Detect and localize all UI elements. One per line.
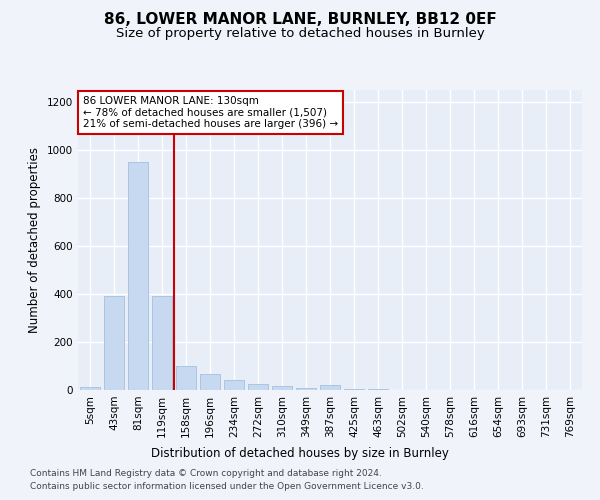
Bar [224,380,244,390]
Bar [176,366,196,390]
Text: Distribution of detached houses by size in Burnley: Distribution of detached houses by size … [151,448,449,460]
Text: 86, LOWER MANOR LANE, BURNLEY, BB12 0EF: 86, LOWER MANOR LANE, BURNLEY, BB12 0EF [104,12,496,28]
Bar [104,296,124,390]
Text: 86 LOWER MANOR LANE: 130sqm
← 78% of detached houses are smaller (1,507)
21% of : 86 LOWER MANOR LANE: 130sqm ← 78% of det… [83,96,338,129]
Bar [272,386,292,390]
Text: Contains public sector information licensed under the Open Government Licence v3: Contains public sector information licen… [30,482,424,491]
Bar [320,385,340,390]
Bar [248,384,268,390]
Bar [152,296,172,390]
Bar [200,374,220,390]
Bar [296,388,316,390]
Bar [80,387,100,390]
Text: Contains HM Land Registry data © Crown copyright and database right 2024.: Contains HM Land Registry data © Crown c… [30,469,382,478]
Bar [128,162,148,390]
Y-axis label: Number of detached properties: Number of detached properties [28,147,41,333]
Text: Size of property relative to detached houses in Burnley: Size of property relative to detached ho… [116,28,484,40]
